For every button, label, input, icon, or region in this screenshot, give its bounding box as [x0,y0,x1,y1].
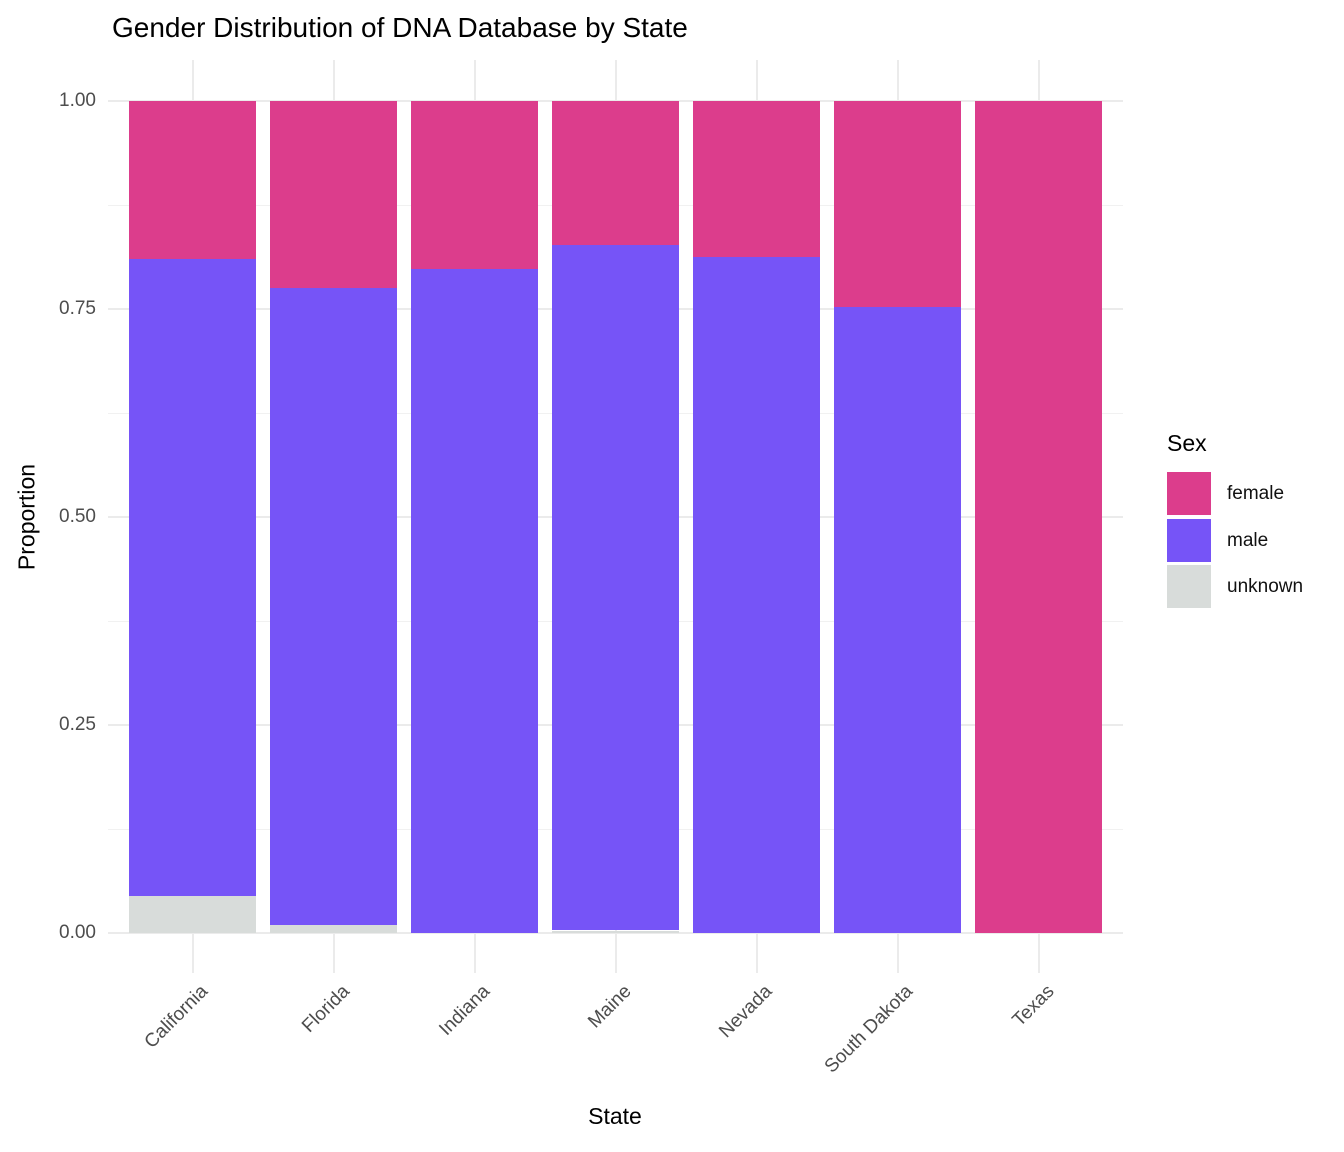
y-tick-label: 0.75 [59,298,96,319]
bar-segment-male [411,269,539,933]
y-tick-label: 0.25 [59,714,96,735]
bar-segment-unknown [552,930,680,933]
bar-segment-female [270,101,398,289]
bar-segment-female [834,101,962,307]
legend-label-unknown: unknown [1227,576,1304,598]
bar-segment-male [129,259,257,896]
major-gridline [108,932,1123,934]
bar-segment-male [552,244,680,931]
x-tick-label-text: South Dakota [821,981,918,1078]
chart-title: Gender Distribution of DNA Database by S… [112,12,688,43]
x-axis-title: State [588,1103,642,1129]
bar-segment-female [411,101,539,270]
legend-title: Sex [1167,430,1207,456]
legend-key-male [1167,518,1211,562]
legend-label-female: female [1227,483,1285,504]
bar-segment-male [693,256,821,933]
bar-segment-female [693,101,821,257]
x-tick-label-text: Maine [584,981,636,1033]
x-tick-label-text: Florida [297,981,354,1037]
bar-segment-unknown [270,924,398,933]
x-tick-label-text: California [140,981,213,1053]
bar-segment-male [270,288,398,925]
bar-segment-female [129,101,257,260]
y-tick-label: 1.00 [59,90,96,111]
bar-segment-female [552,101,680,245]
legend-key-female [1167,472,1211,515]
bar-segment-unknown [129,895,257,933]
bar-segment-female [975,101,1103,933]
y-tick-label: 0.00 [59,922,96,943]
y-tick-label: 0.50 [59,506,96,527]
x-tick-label-text: Texas [1008,981,1059,1031]
x-tick-label-text: Nevada [715,981,777,1043]
bar-segment-male [834,306,962,933]
x-tick-label-text: Indiana [435,981,495,1040]
legend-label-male: male [1227,529,1269,551]
legend-key-unknown [1167,565,1211,609]
